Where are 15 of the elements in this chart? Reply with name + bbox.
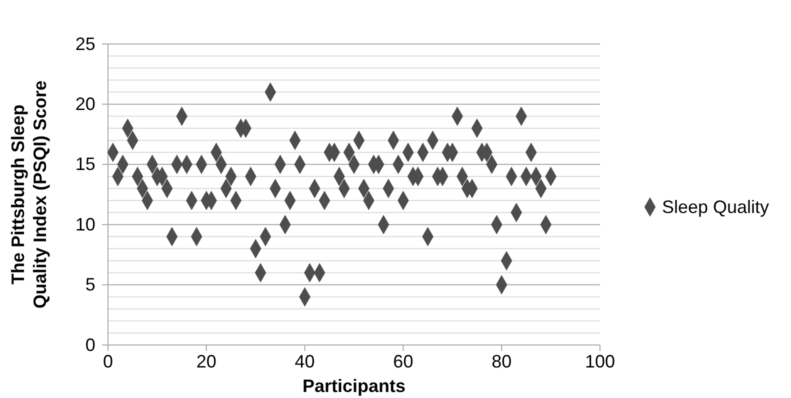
x-tick-label: 40 bbox=[294, 352, 315, 372]
x-axis-title: Participants bbox=[302, 376, 406, 396]
y-tick-label: 20 bbox=[75, 94, 96, 114]
x-tick-label: 20 bbox=[196, 352, 216, 372]
x-tick-label: 0 bbox=[102, 352, 114, 372]
y-tick-label: 15 bbox=[75, 154, 96, 174]
y-tick-label: 10 bbox=[75, 214, 96, 234]
y-tick-label: 5 bbox=[85, 274, 96, 295]
y-tick-label: 25 bbox=[75, 34, 96, 54]
y-axis-title: The Pittsburgh Sleep Quality Index (PSQI) Score bbox=[8, 80, 50, 309]
x-tick-label: 80 bbox=[492, 352, 512, 372]
x-tick-label: 100 bbox=[584, 352, 616, 372]
x-tick-label: 60 bbox=[393, 352, 414, 372]
y-tick-label: 0 bbox=[85, 334, 96, 355]
legend-label: Sleep Quality bbox=[662, 197, 770, 217]
